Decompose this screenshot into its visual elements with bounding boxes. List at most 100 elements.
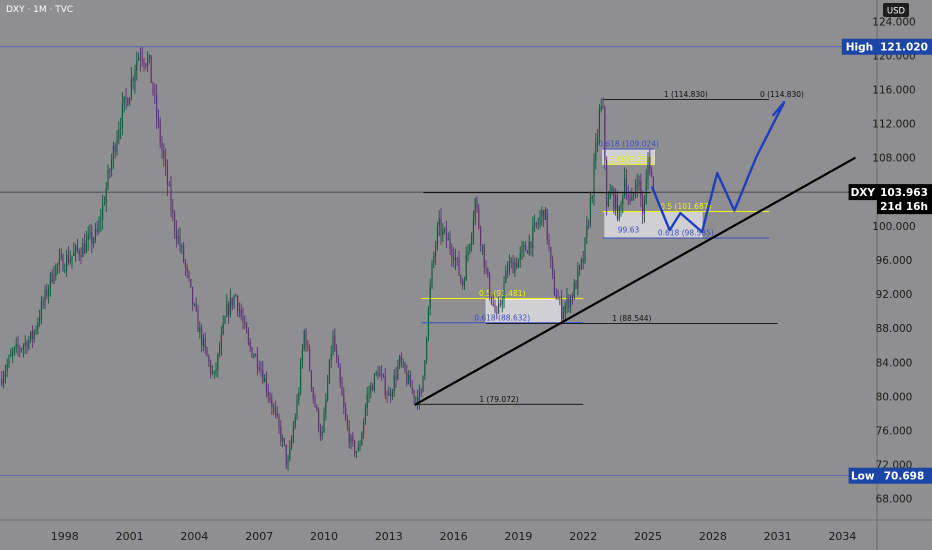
fib-zones <box>485 148 703 324</box>
candle-body <box>364 407 366 422</box>
candle-body <box>125 96 127 99</box>
candle-body <box>516 262 518 268</box>
candle-body <box>543 210 545 220</box>
candle-body <box>291 438 293 447</box>
candle-body <box>316 406 318 410</box>
candle-body <box>638 181 640 185</box>
candle-body <box>456 257 458 259</box>
candle-body <box>166 164 168 186</box>
candle-body <box>21 348 23 350</box>
candle-body <box>555 295 557 299</box>
candle-body <box>503 283 505 301</box>
candle-body <box>219 349 221 354</box>
candle-body <box>631 195 633 201</box>
x-tick-label: 2022 <box>569 530 597 543</box>
candle-body <box>476 199 478 209</box>
candle-body <box>575 282 577 289</box>
candle-body <box>602 105 604 107</box>
fib-level-label: 0.5 (101.687) <box>660 202 711 211</box>
candle-body <box>89 232 91 236</box>
candle-body <box>80 255 82 257</box>
candle-body <box>22 345 24 349</box>
candle-body <box>354 441 356 454</box>
candle-body <box>238 310 240 312</box>
candle-body <box>6 364 8 372</box>
candle-body <box>381 373 383 375</box>
candle-body <box>510 260 512 263</box>
candle-body <box>244 322 246 324</box>
candle-body <box>199 327 201 332</box>
candle-body <box>337 357 339 368</box>
candle-body <box>260 369 262 371</box>
candle-body <box>138 58 140 61</box>
candle-body <box>318 409 320 429</box>
candle-body <box>130 78 132 99</box>
candle-body <box>350 436 352 444</box>
high-tag-value-box <box>877 38 932 55</box>
candle-body <box>141 59 143 61</box>
candle-body <box>480 227 482 246</box>
candle-body <box>557 298 559 300</box>
candle-body <box>573 282 575 299</box>
candles <box>1 47 654 472</box>
candle-body <box>647 156 649 179</box>
candle-body <box>267 391 269 396</box>
candle-body <box>157 117 159 122</box>
candle-body <box>417 397 419 404</box>
candle-body <box>528 241 530 254</box>
candle-body <box>341 382 343 396</box>
low-tag: Low 70.698 <box>848 467 932 484</box>
candle-body <box>42 302 44 303</box>
candle-body <box>217 353 219 370</box>
candle-body <box>312 387 314 399</box>
candle-body <box>301 349 303 363</box>
fib-levels: 1 (114.830) 0 (114.830) 0.618 (109.024) 0.5… <box>414 90 804 405</box>
candle-body <box>296 400 298 418</box>
candle-body <box>422 375 424 392</box>
candle-body <box>134 70 136 82</box>
candle-body <box>174 212 176 231</box>
candle-body <box>24 342 26 346</box>
candle-body <box>507 270 509 272</box>
candle-body <box>280 426 282 442</box>
candle-body <box>454 257 456 261</box>
y-tick-label: 68.000 <box>876 494 913 506</box>
candle-body <box>309 347 311 371</box>
candle-body <box>37 322 39 330</box>
candle-body <box>78 250 80 256</box>
candle-body <box>377 372 379 377</box>
candle-body <box>478 208 480 228</box>
candle-body <box>391 391 393 397</box>
candle-body <box>30 331 32 340</box>
candle-body <box>651 171 653 178</box>
candle-body <box>508 262 510 272</box>
candle-body <box>399 356 401 367</box>
candle-body <box>31 331 33 340</box>
candle-body <box>224 316 226 324</box>
candle-body <box>323 413 325 432</box>
candle-body <box>424 360 426 376</box>
candle-body <box>213 371 215 373</box>
candle-body <box>469 244 471 251</box>
candle-body <box>175 230 177 240</box>
drawn-lines <box>414 101 856 406</box>
candle-body <box>195 304 197 311</box>
fib-partial-label: 99.63 <box>618 225 640 234</box>
candle-body <box>235 295 237 297</box>
candle-body <box>314 398 316 407</box>
candle-body <box>12 351 14 355</box>
candle-body <box>8 356 10 365</box>
candle-body <box>406 371 408 384</box>
candle-body <box>210 361 212 374</box>
candle-body <box>546 209 548 240</box>
candle-body <box>294 417 296 428</box>
candle-body <box>615 195 617 209</box>
candle-body <box>607 199 609 206</box>
candle-body <box>143 60 145 65</box>
candle-body <box>121 103 123 128</box>
candle-body <box>186 266 188 272</box>
candle-body <box>460 275 462 282</box>
candle-body <box>386 395 388 396</box>
candle-body <box>105 188 107 204</box>
